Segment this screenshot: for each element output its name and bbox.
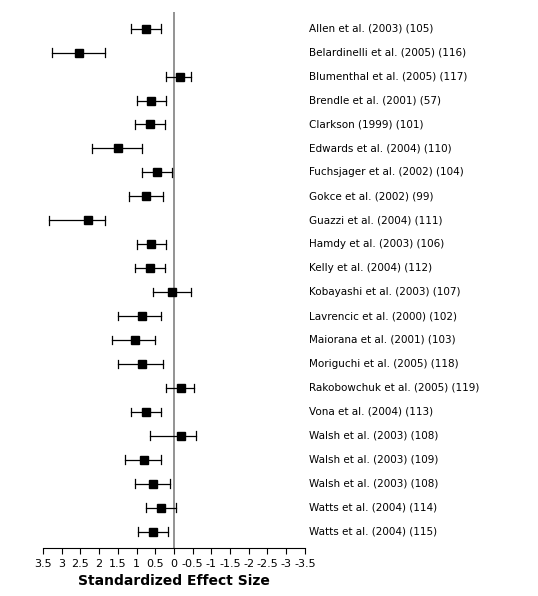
Text: Edwards et al. (2004) (110): Edwards et al. (2004) (110) <box>309 144 452 153</box>
Text: Clarkson (1999) (101): Clarkson (1999) (101) <box>309 119 424 129</box>
Text: Moriguchi et al. (2005) (118): Moriguchi et al. (2005) (118) <box>309 359 459 369</box>
Text: Gokce et al. (2002) (99): Gokce et al. (2002) (99) <box>309 191 434 201</box>
X-axis label: Standardized Effect Size: Standardized Effect Size <box>78 575 270 588</box>
Text: Brendle et al. (2001) (57): Brendle et al. (2001) (57) <box>309 95 441 105</box>
Text: Rakobowchuk et al. (2005) (119): Rakobowchuk et al. (2005) (119) <box>309 383 479 393</box>
Text: Belardinelli et al. (2005) (116): Belardinelli et al. (2005) (116) <box>309 48 466 58</box>
Text: Watts et al. (2004) (115): Watts et al. (2004) (115) <box>309 526 437 536</box>
Text: Kobayashi et al. (2003) (107): Kobayashi et al. (2003) (107) <box>309 287 461 297</box>
Text: Walsh et al. (2003) (109): Walsh et al. (2003) (109) <box>309 455 438 465</box>
Text: Blumenthal et al. (2005) (117): Blumenthal et al. (2005) (117) <box>309 72 468 82</box>
Text: Walsh et al. (2003) (108): Walsh et al. (2003) (108) <box>309 479 438 489</box>
Text: Vona et al. (2004) (113): Vona et al. (2004) (113) <box>309 407 433 417</box>
Text: Fuchsjager et al. (2002) (104): Fuchsjager et al. (2002) (104) <box>309 167 464 178</box>
Text: Walsh et al. (2003) (108): Walsh et al. (2003) (108) <box>309 431 438 441</box>
Text: Maiorana et al. (2001) (103): Maiorana et al. (2001) (103) <box>309 335 456 345</box>
Text: Watts et al. (2004) (114): Watts et al. (2004) (114) <box>309 502 437 513</box>
Text: Hamdy et al. (2003) (106): Hamdy et al. (2003) (106) <box>309 239 444 249</box>
Text: Kelly et al. (2004) (112): Kelly et al. (2004) (112) <box>309 263 433 273</box>
Text: Lavrencic et al. (2000) (102): Lavrencic et al. (2000) (102) <box>309 311 457 321</box>
Text: Guazzi et al. (2004) (111): Guazzi et al. (2004) (111) <box>309 215 443 225</box>
Text: Allen et al. (2003) (105): Allen et al. (2003) (105) <box>309 24 434 34</box>
